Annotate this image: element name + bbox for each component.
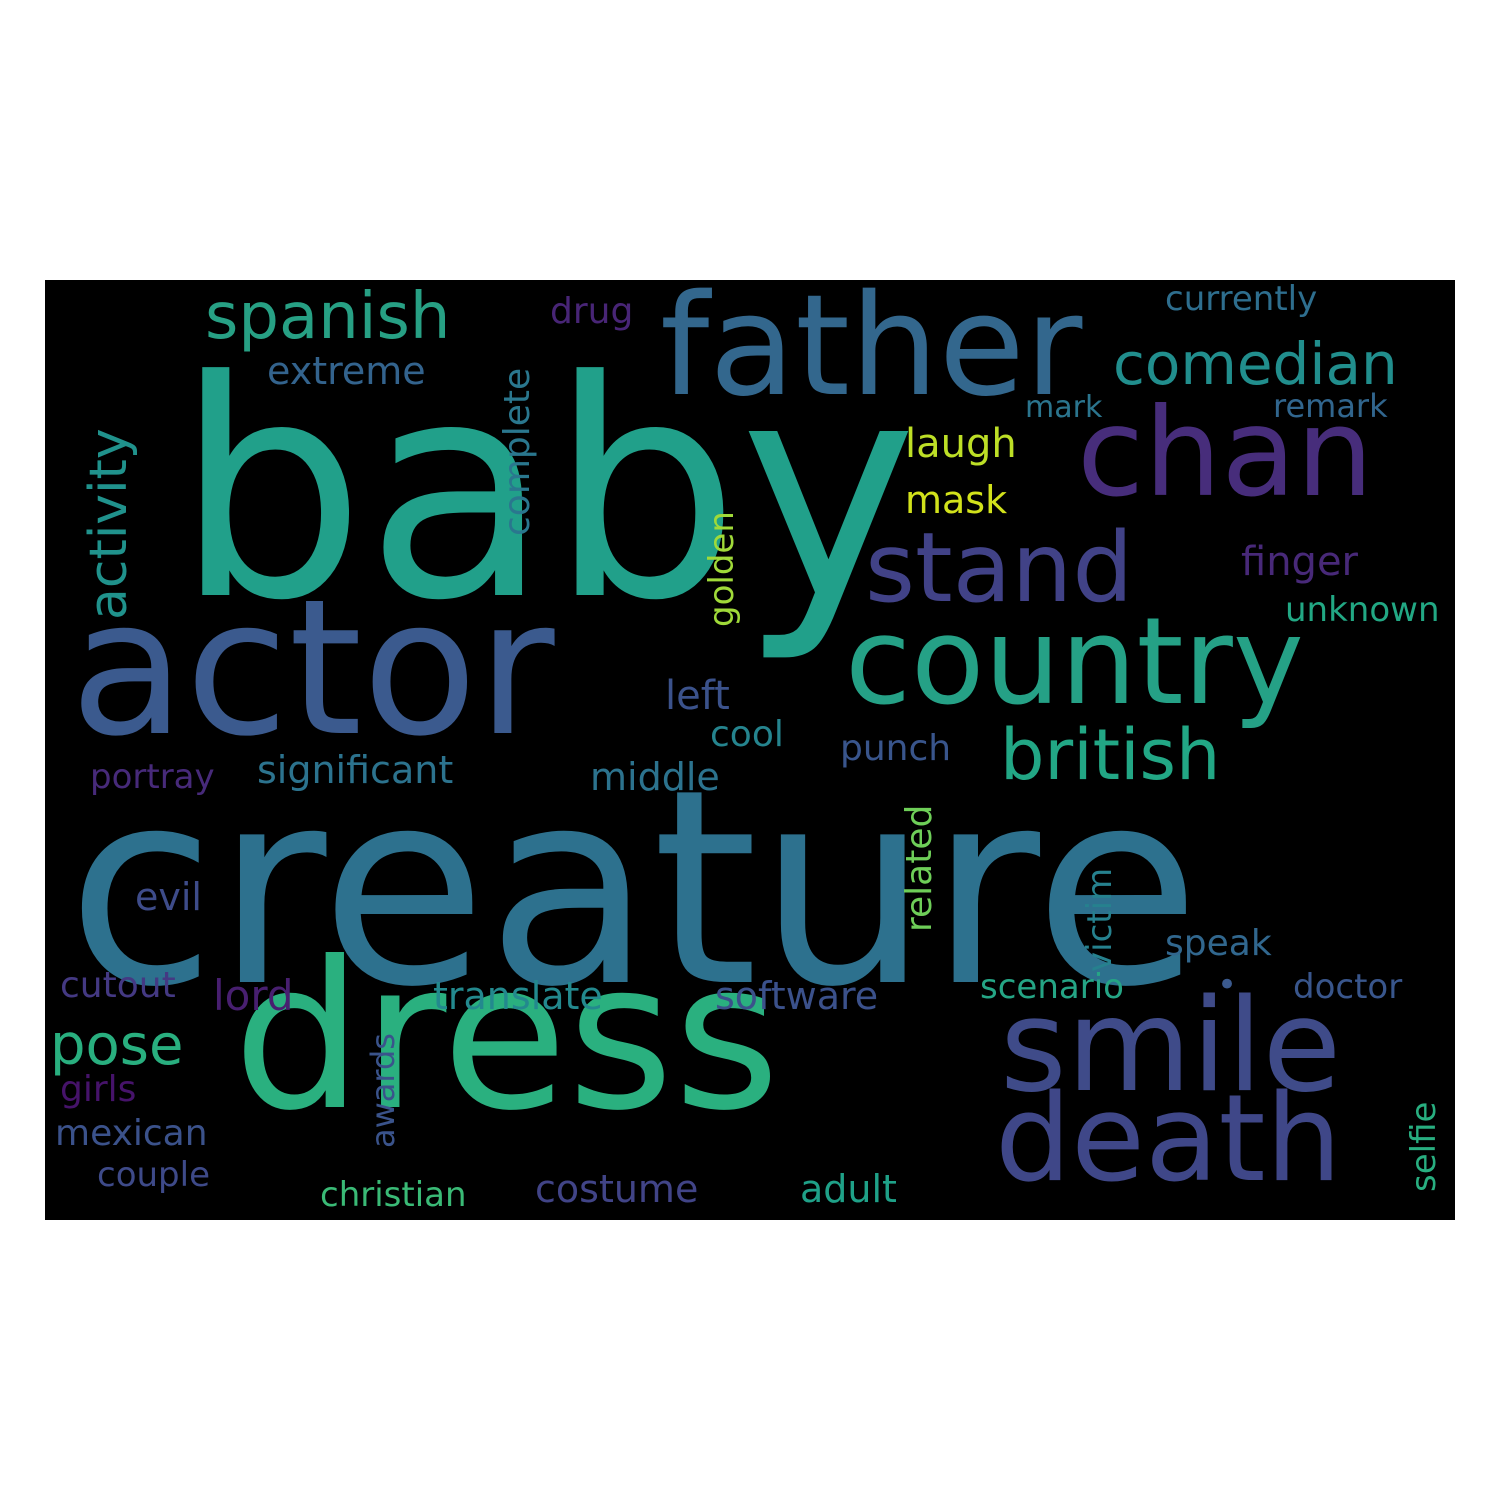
word-mexican: mexican [55,1113,208,1154]
word-costume: costume [535,1167,699,1211]
word-speak: speak [1165,923,1272,964]
word-victim: victim [1080,867,1120,972]
word-country: country [845,593,1304,732]
word-portray: portray [90,757,215,797]
word-activity: activity [79,428,139,620]
word-stand: stand [865,512,1134,624]
word-middle: middle [590,755,720,799]
word-actor: actor [70,559,555,778]
word-death: death [995,1070,1342,1209]
word-golden: golden [702,511,742,627]
word-unknown: unknown [1285,590,1440,630]
word-mark: mark [1025,390,1103,425]
word-drug: drug [550,291,634,332]
word-software: software [715,974,879,1018]
word-comedian: comedian [1113,330,1398,398]
word-translate: translate [433,974,603,1018]
word-dot: • [1217,965,1238,1005]
word-complete: complete [497,367,538,536]
word-extreme: extreme [267,349,426,393]
word-smile: smile [1000,972,1342,1121]
word-lord: lord [213,971,294,1020]
word-remark: remark [1273,387,1388,425]
word-christian: christian [320,1175,467,1215]
word-left: left [665,673,730,719]
word-couple: couple [97,1155,210,1195]
word-cool: cool [710,714,784,755]
word-awards: awards [364,1033,402,1148]
word-significant: significant [257,748,454,792]
word-evil: evil [135,875,202,919]
word-finger: finger [1241,539,1358,585]
word-mask: mask [905,478,1008,522]
word-pose: pose [50,1013,184,1078]
word-scenario: scenario [980,967,1124,1007]
word-currently: currently [1165,280,1318,319]
word-girls: girls [60,1069,137,1110]
word-selfie: selfie [1404,1101,1444,1192]
word-chan: chan [1077,382,1374,524]
word-cutout: cutout [60,965,176,1006]
word-father: father [660,280,1083,428]
word-laugh: laugh [905,421,1017,467]
word-baby: baby [175,317,918,666]
word-doctor: doctor [1293,967,1403,1007]
word-spanish: spanish [205,280,451,354]
word-related: related [899,804,940,932]
word-british: british [1000,714,1221,796]
word-cloud: baby creature actor dress father chan co… [45,280,1455,1220]
word-adult: adult [800,1167,897,1211]
word-creature: creature [67,731,1201,1046]
word-dress: dress [233,919,780,1156]
word-punch: punch [840,728,952,769]
